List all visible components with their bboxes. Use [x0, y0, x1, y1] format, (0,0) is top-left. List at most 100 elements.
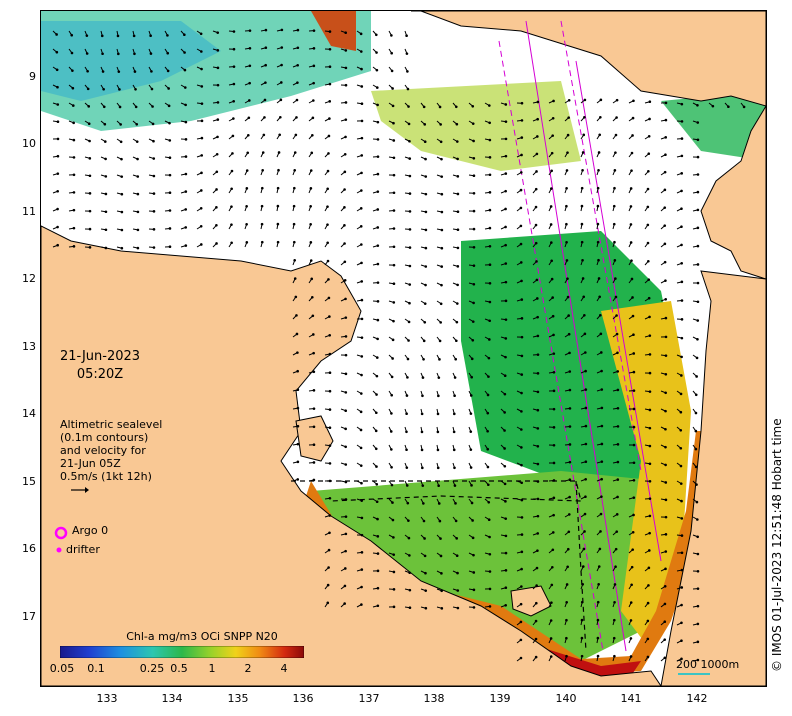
velocity-arrow-head — [488, 191, 492, 194]
velocity-arrow-head — [551, 116, 555, 120]
velocity-arrow-head — [423, 302, 427, 305]
velocity-arrow-head — [245, 222, 248, 226]
velocity-arrow-head — [312, 461, 316, 464]
velocity-arrow-head — [597, 151, 601, 154]
velocity-arrow-head — [488, 300, 492, 304]
argo-label: Argo 0 — [72, 524, 109, 537]
velocity-arrow-head — [200, 102, 204, 105]
velocity-arrow-head — [680, 621, 683, 625]
velocity-arrow-head — [344, 83, 348, 87]
velocity-arrow-head — [472, 209, 476, 213]
velocity-arrow-head — [360, 481, 363, 485]
velocity-arrow-head — [328, 315, 331, 318]
track-line-4 — [575, 60, 662, 562]
velocity-arrow-head — [375, 465, 378, 468]
velocity-arrow-head — [584, 495, 587, 498]
velocity-arrow-head — [184, 172, 188, 176]
velocity-arrow-head — [614, 133, 618, 137]
velocity-arrow-head — [215, 224, 218, 227]
velocity-arrow-head — [248, 47, 252, 50]
velocity-arrow-head — [486, 411, 490, 415]
velocity-arrow-head — [56, 103, 60, 106]
velocity-arrow-head — [648, 371, 652, 375]
velocity-arrow-head — [437, 502, 441, 505]
velocity-arrow-head — [584, 388, 588, 391]
velocity-arrow-head — [408, 264, 412, 268]
velocity-arrow-head — [568, 370, 572, 373]
velocity-arrow-head — [583, 530, 586, 533]
velocity-arrow-head — [392, 570, 396, 574]
velocity-arrow-head — [616, 495, 619, 499]
velocity-arrow-head — [469, 430, 473, 433]
velocity-arrow-head — [520, 279, 523, 283]
date-label: 21-Jun-2023 05:20Z — [60, 348, 140, 384]
velocity-arrow-head — [440, 589, 443, 593]
velocity-arrow-head — [488, 535, 491, 539]
velocity-arrow-head — [296, 406, 300, 410]
velocity-arrow-head — [118, 88, 121, 91]
velocity-arrow-head — [390, 448, 393, 451]
velocity-arrow-head — [566, 133, 570, 137]
velocity-arrow-head — [101, 70, 105, 73]
velocity-arrow-head — [390, 483, 394, 487]
velocity-arrow-head — [452, 430, 456, 434]
velocity-arrow-head — [664, 279, 667, 282]
velocity-arrow-head — [390, 393, 393, 397]
velocity-arrow-head — [648, 408, 652, 412]
velocity-arrow-head — [488, 208, 492, 212]
velocity-arrow-head — [276, 186, 280, 190]
velocity-arrow-head — [519, 602, 523, 606]
velocity-arrow-head — [488, 226, 492, 230]
altimetry-line: and velocity for — [60, 444, 146, 457]
velocity-arrow-head — [648, 479, 652, 483]
velocity-arrow-head — [536, 462, 540, 466]
lon-tick-label: 134 — [161, 692, 183, 705]
velocity-arrow-head — [471, 536, 475, 540]
velocity-arrow-head — [183, 68, 187, 72]
velocity-arrow-head — [245, 187, 249, 190]
velocity-arrow-head — [600, 406, 604, 410]
velocity-arrow-head — [405, 52, 409, 55]
velocity-arrow-head — [360, 392, 363, 395]
velocity-arrow-head — [552, 333, 555, 337]
velocity-arrow-head — [472, 282, 476, 286]
velocity-arrow-head — [503, 374, 507, 378]
velocity-arrow-head — [469, 394, 473, 397]
velocity-arrow-head — [326, 223, 329, 226]
velocity-arrow-head — [168, 121, 171, 125]
velocity-arrow-head — [631, 548, 634, 551]
velocity-arrow-head — [534, 637, 538, 641]
velocity-arrow-head — [469, 448, 473, 451]
velocity-arrow-head — [245, 241, 249, 244]
velocity-arrow-head — [520, 550, 524, 554]
velocity-arrow-head — [344, 135, 347, 139]
velocity-arrow-head — [488, 263, 492, 267]
velocity-arrow-head — [247, 116, 251, 120]
velocity-arrow-head — [472, 156, 476, 160]
velocity-arrow-head — [597, 582, 600, 586]
velocity-arrow-head — [550, 151, 554, 155]
velocity-arrow-head — [471, 320, 475, 323]
velocity-arrow-head — [565, 240, 568, 244]
lon-tick-label: 139 — [489, 692, 511, 705]
velocity-arrow-head — [472, 606, 476, 609]
velocity-arrow-head — [295, 332, 299, 336]
velocity-arrow-head — [680, 207, 683, 211]
velocity-arrow-head — [534, 619, 538, 623]
velocity-arrow-head — [456, 192, 460, 196]
velocity-arrow-head — [456, 157, 459, 161]
velocity-arrow-head — [86, 69, 89, 73]
velocity-arrow-head — [536, 297, 539, 300]
velocity-arrow-head — [504, 586, 508, 590]
velocity-arrow-head — [470, 501, 474, 505]
velocity-arrow-head — [260, 186, 264, 190]
velocity-arrow-head — [263, 98, 267, 102]
velocity-arrow-head — [632, 461, 636, 465]
velocity-arrow-head — [391, 357, 394, 360]
velocity-arrow-head — [231, 134, 235, 138]
velocity-arrow-head — [534, 187, 538, 191]
velocity-arrow-head — [374, 447, 378, 451]
chl-patch-south-green — [311, 471, 681, 661]
velocity-arrow-head — [120, 246, 124, 250]
velocity-arrow-head — [296, 424, 300, 428]
